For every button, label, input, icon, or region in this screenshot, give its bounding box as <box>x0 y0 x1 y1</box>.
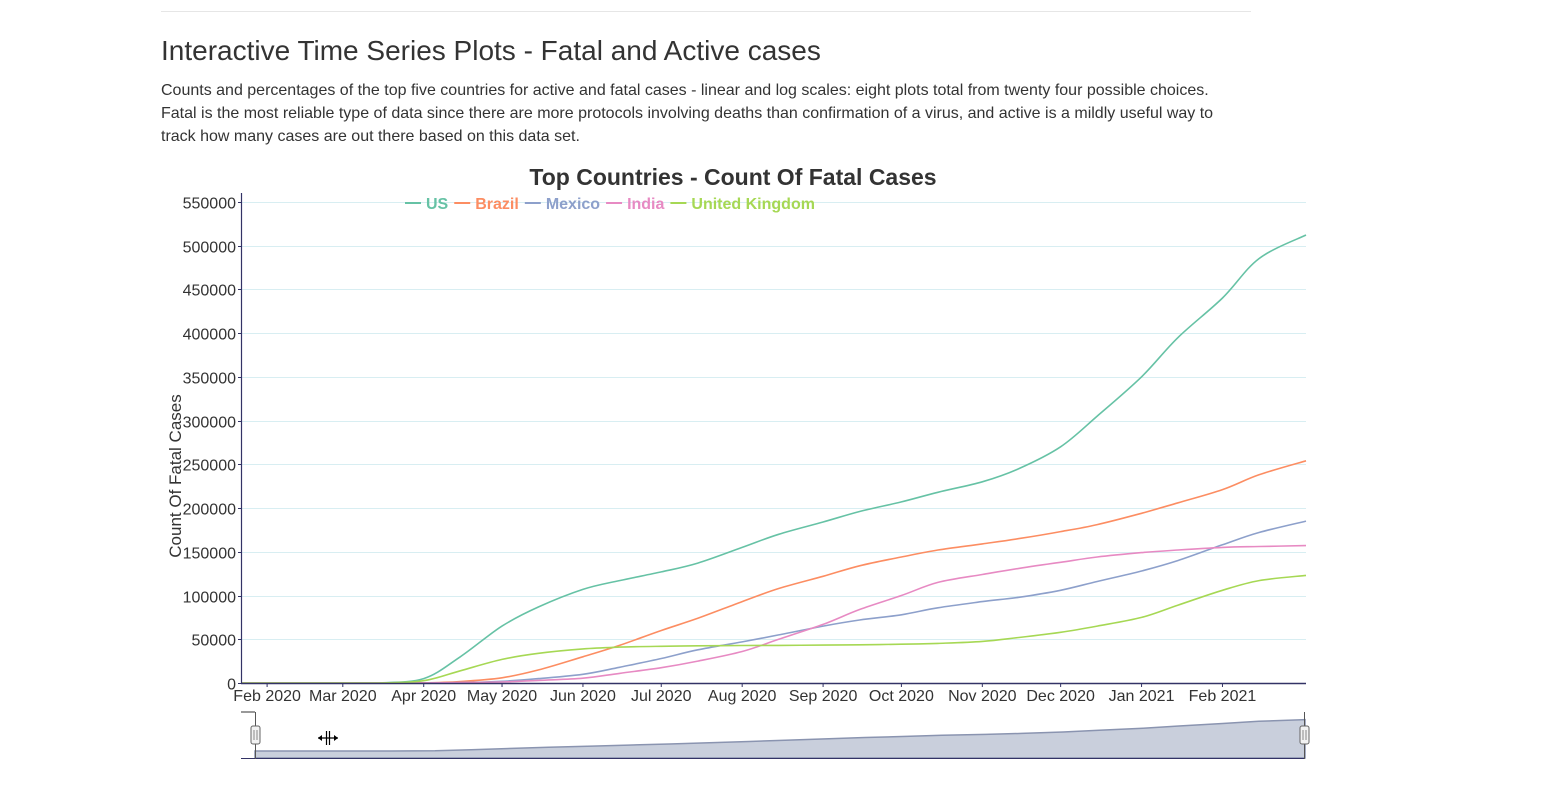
page-title: Interactive Time Series Plots - Fatal an… <box>161 35 821 66</box>
y-tick-label: 100000 <box>183 590 236 607</box>
legend-item-united-kingdom[interactable]: United Kingdom <box>670 196 815 213</box>
legend-label: United Kingdom <box>691 196 815 213</box>
range-selector-preview <box>254 718 1306 759</box>
page-description: Counts and percentages of the top five c… <box>161 82 1214 145</box>
x-tick-label: Nov 2020 <box>948 688 1017 705</box>
x-tick-label: Mar 2020 <box>309 688 377 705</box>
x-tick-label: Feb 2021 <box>1189 688 1257 705</box>
x-tick-label: Jul 2020 <box>631 688 692 705</box>
x-tick-label: Aug 2020 <box>708 688 777 705</box>
y-tick-label: 550000 <box>183 196 236 213</box>
legend-label: Mexico <box>546 196 600 213</box>
y-tick-label: 350000 <box>183 371 236 388</box>
y-tick-label: 0 <box>227 677 236 694</box>
range-handle-right[interactable] <box>1299 725 1310 745</box>
y-axis-label: Count Of Fatal Cases <box>166 394 185 557</box>
legend-item-mexico[interactable]: Mexico <box>524 196 600 213</box>
resize-cursor-icon <box>318 731 338 745</box>
x-tick-label: Feb 2020 <box>233 688 301 705</box>
series-line-brazil[interactable] <box>240 460 1307 684</box>
x-tick-label: May 2020 <box>467 688 537 705</box>
y-tick-label: 400000 <box>183 327 236 344</box>
y-tick-label: 50000 <box>192 633 237 650</box>
x-tick-label: Sep 2020 <box>789 688 858 705</box>
x-tick-label: Apr 2020 <box>391 688 456 705</box>
axes: 0 50000 100000 150000 200000 250000 300000 3500… <box>183 193 1306 705</box>
legend: US Brazil Mexico India United Kingdom <box>405 196 815 213</box>
range-selector[interactable] <box>241 711 1310 759</box>
series-line-united-kingdom[interactable] <box>240 574 1307 684</box>
x-tick-label: Jun 2020 <box>550 688 616 705</box>
legend-label: US <box>426 196 449 213</box>
legend-item-india[interactable]: India <box>606 196 665 213</box>
x-tick-label: Dec 2020 <box>1026 688 1095 705</box>
x-tick-label: Oct 2020 <box>869 688 934 705</box>
y-tick-label: 500000 <box>183 240 236 257</box>
y-tick-label: 300000 <box>183 415 236 432</box>
top-divider <box>161 11 1251 12</box>
chart-title: Top Countries - Count Of Fatal Cases <box>529 164 936 190</box>
legend-label: India <box>627 196 664 213</box>
y-tick-label: 200000 <box>183 502 236 519</box>
legend-label: Brazil <box>475 196 519 213</box>
x-tick-label: Jan 2021 <box>1109 688 1175 705</box>
y-tick-label: 250000 <box>183 458 236 475</box>
series-line-us[interactable] <box>240 234 1307 684</box>
range-handle-left[interactable] <box>250 725 261 745</box>
series-lines <box>240 234 1307 684</box>
legend-item-us[interactable]: US <box>405 196 449 213</box>
series-line-mexico[interactable] <box>240 520 1307 684</box>
legend-item-brazil[interactable]: Brazil <box>454 196 519 213</box>
y-tick-label: 150000 <box>183 546 236 563</box>
series-line-india[interactable] <box>240 544 1307 684</box>
y-tick-label: 450000 <box>183 283 236 300</box>
grid-lines <box>241 202 1306 640</box>
